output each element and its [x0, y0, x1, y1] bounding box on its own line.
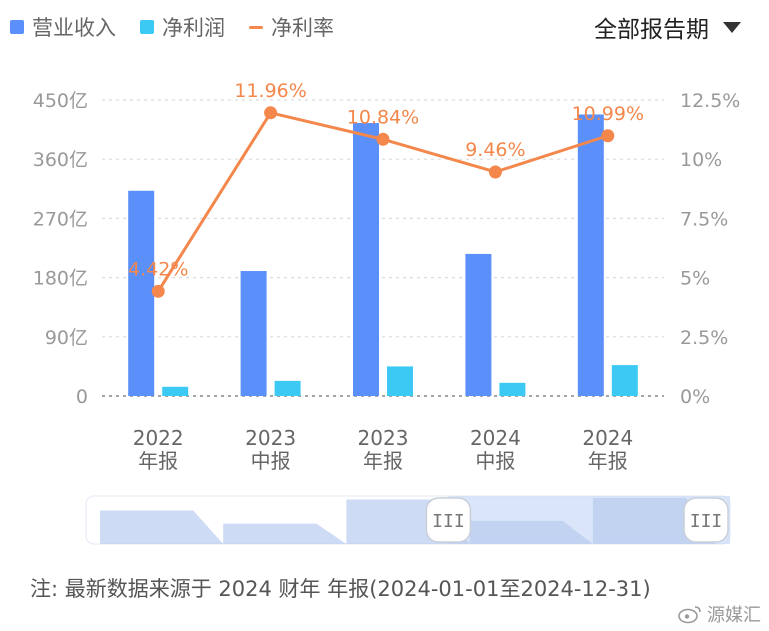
slider-handle-grip-icon: III [432, 511, 465, 532]
slider-handle-grip-icon: III [690, 511, 723, 532]
y-left-tick-label: 180亿 [33, 268, 88, 290]
margin-data-label: 10.84% [347, 106, 419, 128]
weibo-logo-icon [678, 606, 701, 624]
x-tick-label-year: 2024 [470, 426, 521, 450]
legend-item-revenue[interactable]: 营业收入 [10, 12, 116, 42]
y-left-tick-label: 360亿 [33, 149, 88, 171]
legend-label-revenue: 营业收入 [32, 16, 116, 40]
margin-point [488, 165, 502, 179]
revenue-bar [240, 271, 267, 396]
caret-down-icon [723, 21, 741, 33]
y-left-tick-label: 270亿 [33, 208, 88, 230]
watermark-text: 源媒汇 [707, 605, 761, 626]
x-tick-label-period: 中报 [475, 449, 515, 473]
x-tick-label-year: 2024 [582, 426, 633, 450]
legend-label-margin: 净利率 [271, 16, 334, 40]
period-dropdown[interactable]: 全部报告期 [594, 10, 741, 44]
y-right-tick-label: 10% [680, 149, 722, 171]
x-tick-label-period: 中报 [251, 449, 291, 473]
profit-bar [162, 386, 189, 396]
x-tick-label-period: 年报 [138, 449, 178, 473]
x-tick-label-year: 2023 [358, 426, 409, 450]
watermark: 源媒汇 [677, 601, 761, 627]
y-right-tick-label: 2.5% [680, 327, 728, 349]
y-right-tick-label: 0% [680, 386, 710, 408]
y-right-tick-label: 12.5% [680, 90, 740, 112]
revenue-bar [128, 190, 155, 396]
combo-chart: 0 90亿 180亿 270亿 360亿 450亿 0% 2.5% 5% 7.5% 10% 12.5%… [33, 80, 740, 545]
margin-data-label: 10.99% [572, 103, 644, 125]
margin-point [601, 129, 615, 143]
revenue-bar [353, 123, 379, 397]
x-tick-label-period: 年报 [363, 449, 403, 473]
margin-point [376, 132, 390, 146]
profit-bar [387, 366, 413, 396]
profit-bar [499, 382, 526, 396]
y-right-tick-label: 7.5% [680, 208, 728, 230]
margin-point [151, 284, 165, 298]
x-tick-label-year: 2023 [245, 426, 296, 450]
slider-handle-right[interactable] [683, 497, 729, 543]
revenue-bar [465, 253, 492, 396]
y-left-tick-label: 0 [76, 386, 88, 408]
footnote: 注: 最新数据来源于 2024 财年 年报(2024-01-01至2024-12… [30, 577, 651, 601]
period-dropdown-label: 全部报告期 [594, 17, 709, 43]
margin-data-label: 4.42% [128, 258, 188, 280]
y-left-tick-label: 90亿 [45, 327, 88, 349]
slider-preview-area [100, 498, 716, 544]
x-tick-label-year: 2022 [133, 426, 184, 450]
margin-data-label: 9.46% [465, 139, 525, 161]
legend-item-profit[interactable]: 净利润 [140, 12, 225, 42]
revenue-swatch-icon [10, 20, 24, 34]
chart-legend: 营业收入 净利润 净利率 [10, 12, 334, 42]
profit-bar [611, 365, 638, 396]
margin-data-label: 11.96% [234, 80, 306, 102]
profit-swatch-icon [140, 20, 154, 34]
y-left-tick-label: 450亿 [33, 90, 88, 112]
revenue-bar [577, 114, 604, 397]
legend-label-profit: 净利润 [162, 16, 225, 40]
margin-point [264, 106, 278, 120]
slider-handle-left[interactable] [425, 497, 472, 543]
legend-item-margin[interactable]: 净利率 [249, 12, 334, 42]
x-tick-label-period: 年报 [588, 449, 628, 473]
y-right-tick-label: 5% [680, 268, 710, 290]
margin-swatch-icon [249, 25, 263, 29]
profit-bar [274, 380, 301, 396]
